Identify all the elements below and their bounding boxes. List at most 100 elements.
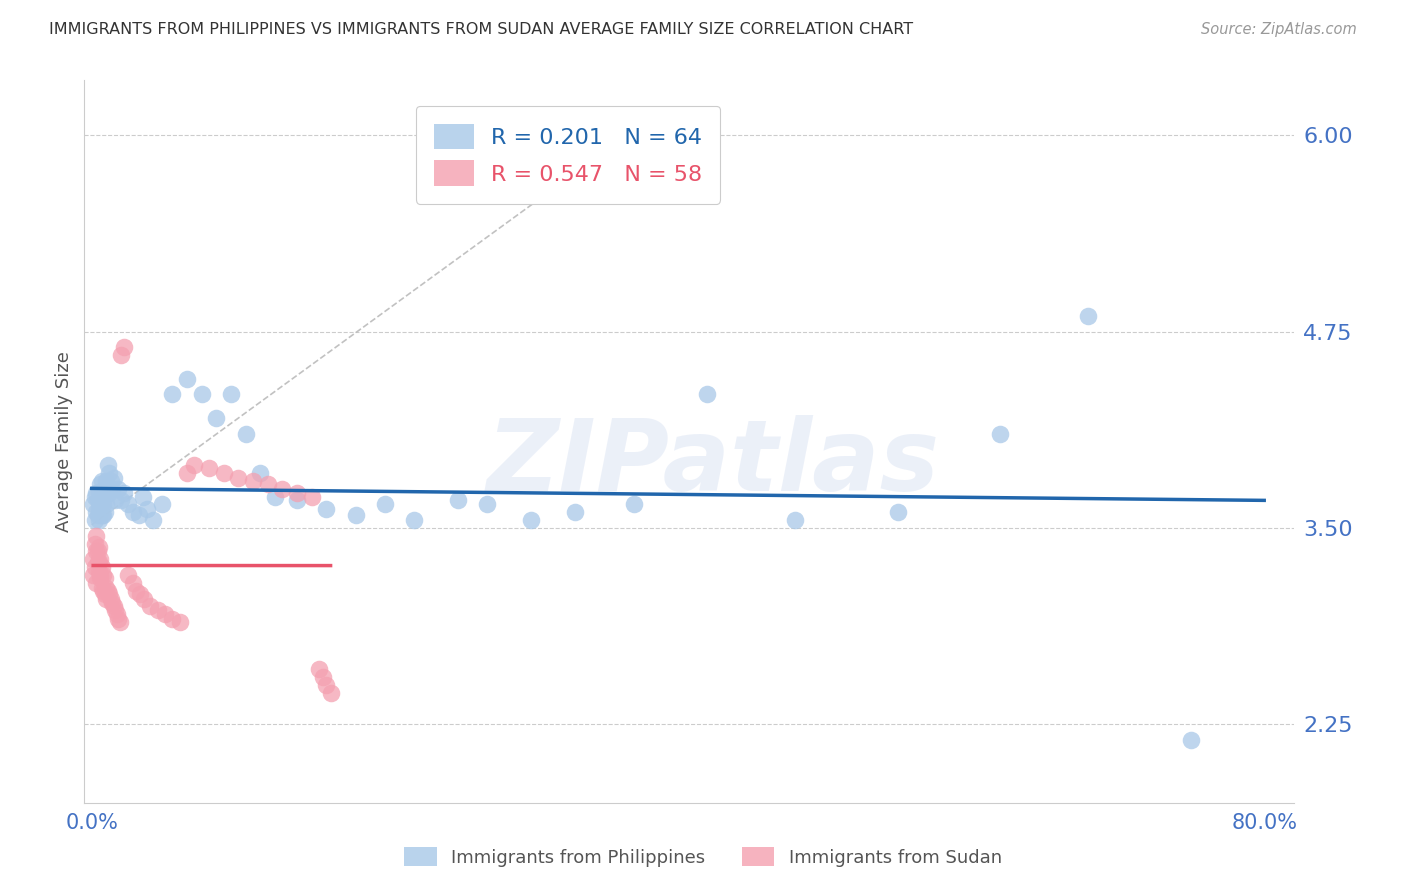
Point xyxy=(520,513,543,527)
Point xyxy=(94,482,117,496)
Point xyxy=(91,490,114,504)
Point xyxy=(89,571,111,585)
Point xyxy=(87,502,110,516)
Point xyxy=(142,513,165,527)
Point xyxy=(198,461,221,475)
Point xyxy=(235,426,257,441)
Point xyxy=(84,505,107,519)
Point xyxy=(93,583,115,598)
Point xyxy=(103,599,125,614)
Text: Source: ZipAtlas.com: Source: ZipAtlas.com xyxy=(1201,22,1357,37)
Point xyxy=(121,505,143,519)
Point xyxy=(91,581,114,595)
Point xyxy=(146,602,169,616)
Point xyxy=(89,568,111,582)
Point xyxy=(117,568,139,582)
Point xyxy=(242,474,264,488)
Legend: Immigrants from Philippines, Immigrants from Sudan: Immigrants from Philippines, Immigrants … xyxy=(396,840,1010,874)
Point xyxy=(107,482,129,496)
Point xyxy=(96,474,118,488)
Point xyxy=(89,497,111,511)
Point xyxy=(101,596,124,610)
Point xyxy=(96,591,118,606)
Point xyxy=(91,508,114,523)
Y-axis label: Average Family Size: Average Family Size xyxy=(55,351,73,532)
Legend: R = 0.201   N = 64, R = 0.547   N = 58: R = 0.201 N = 64, R = 0.547 N = 58 xyxy=(416,106,720,204)
Point xyxy=(89,552,111,566)
Point xyxy=(190,387,212,401)
Point xyxy=(86,544,108,558)
Point xyxy=(104,492,127,507)
Point xyxy=(94,505,117,519)
Point xyxy=(129,587,152,601)
Point xyxy=(97,458,120,472)
Point xyxy=(94,587,117,601)
Point xyxy=(83,560,105,574)
Point xyxy=(132,490,155,504)
Point xyxy=(315,678,337,692)
Point xyxy=(1180,733,1202,747)
Point xyxy=(84,544,107,558)
Point xyxy=(205,411,228,425)
Point xyxy=(785,513,807,527)
Point xyxy=(285,492,308,507)
Point xyxy=(96,497,118,511)
Point xyxy=(887,505,910,519)
Point xyxy=(128,508,150,523)
Point xyxy=(226,470,249,484)
Point xyxy=(96,581,118,595)
Point xyxy=(301,490,323,504)
Point xyxy=(153,607,176,622)
Point xyxy=(176,466,198,480)
Point xyxy=(112,486,135,500)
Point xyxy=(83,536,105,550)
Point xyxy=(990,426,1012,441)
Point xyxy=(696,387,718,401)
Point xyxy=(374,497,396,511)
Point xyxy=(93,497,115,511)
Point xyxy=(83,513,105,527)
Point xyxy=(105,607,128,622)
Point xyxy=(564,505,586,519)
Point xyxy=(117,497,139,511)
Point xyxy=(110,492,132,507)
Point xyxy=(110,348,132,362)
Point xyxy=(86,492,108,507)
Point xyxy=(83,490,105,504)
Point xyxy=(1077,309,1099,323)
Point xyxy=(84,575,107,590)
Point xyxy=(98,587,121,601)
Point xyxy=(136,502,159,516)
Point xyxy=(93,508,115,523)
Point xyxy=(87,540,110,554)
Point xyxy=(84,529,107,543)
Point xyxy=(84,486,107,500)
Point xyxy=(112,340,135,354)
Point xyxy=(162,612,184,626)
Point xyxy=(212,466,235,480)
Point xyxy=(150,497,173,511)
Point xyxy=(87,513,110,527)
Point xyxy=(82,552,104,566)
Point xyxy=(98,486,121,500)
Point xyxy=(312,670,335,684)
Point xyxy=(98,466,121,480)
Text: ZIPatlas: ZIPatlas xyxy=(486,415,939,512)
Point xyxy=(319,686,342,700)
Point xyxy=(86,556,108,570)
Point xyxy=(93,486,115,500)
Point xyxy=(107,612,129,626)
Point xyxy=(82,568,104,582)
Point xyxy=(344,508,367,523)
Point xyxy=(124,583,146,598)
Point xyxy=(82,497,104,511)
Point xyxy=(87,556,110,570)
Point xyxy=(404,513,426,527)
Point xyxy=(94,571,117,585)
Point xyxy=(101,482,124,496)
Point xyxy=(91,560,114,574)
Point xyxy=(134,591,156,606)
Point xyxy=(108,615,131,630)
Point xyxy=(219,387,242,401)
Text: IMMIGRANTS FROM PHILIPPINES VS IMMIGRANTS FROM SUDAN AVERAGE FAMILY SIZE CORRELA: IMMIGRANTS FROM PHILIPPINES VS IMMIGRANT… xyxy=(49,22,914,37)
